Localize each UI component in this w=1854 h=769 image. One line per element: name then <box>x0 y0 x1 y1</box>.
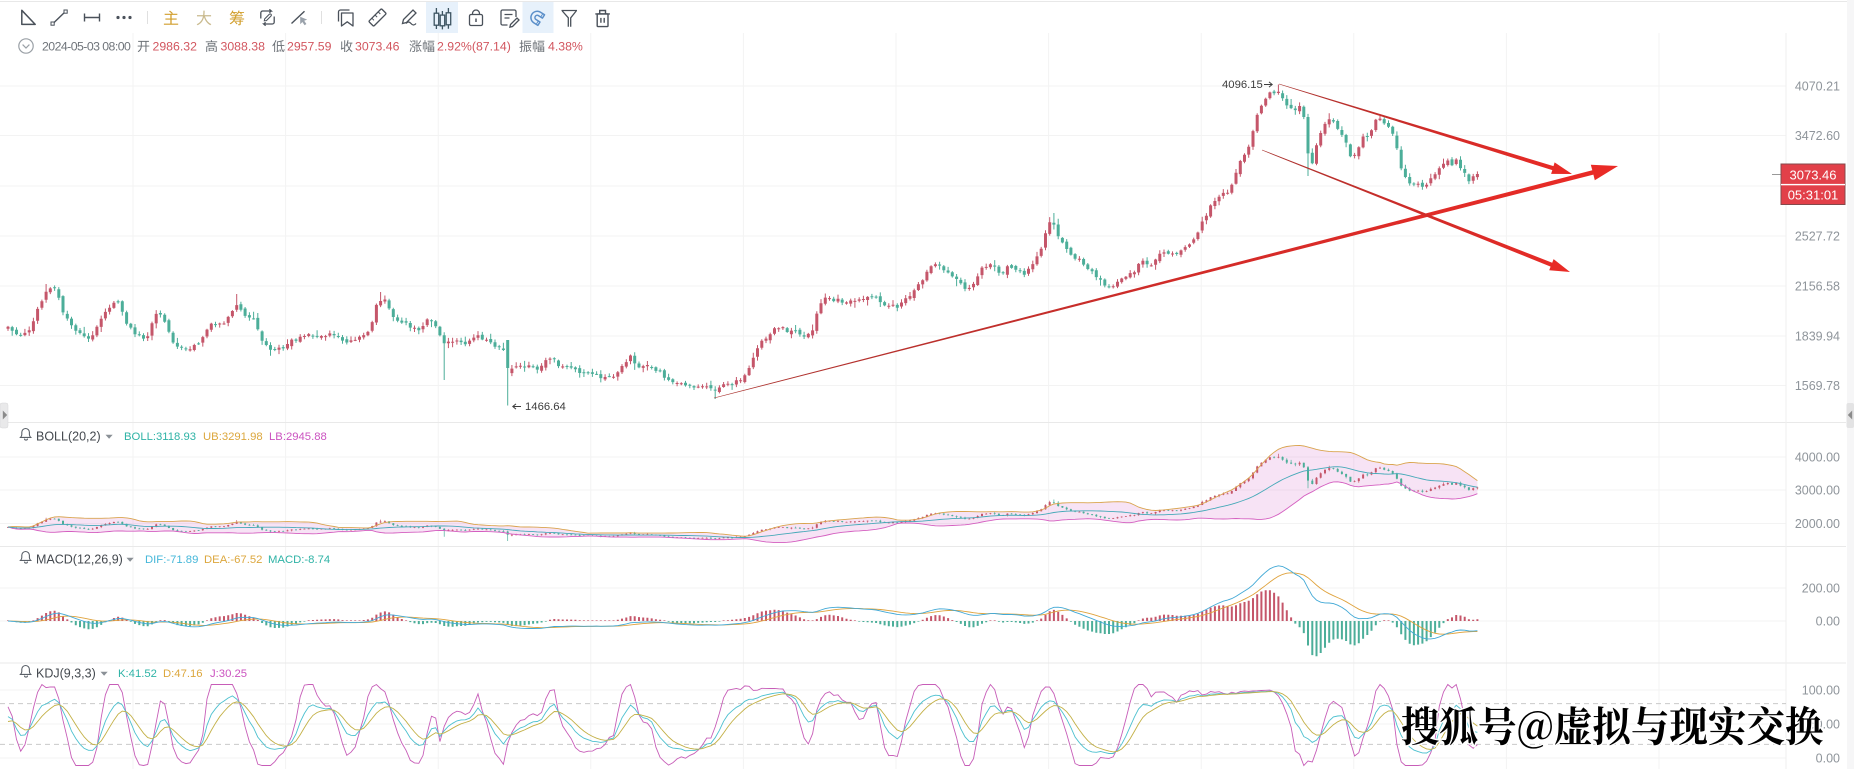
svg-text:200.00: 200.00 <box>1802 582 1840 596</box>
svg-text:K:41.52: K:41.52 <box>118 668 157 680</box>
svg-text:3073.46: 3073.46 <box>1790 168 1837 183</box>
svg-text:DEA:-67.52: DEA:-67.52 <box>204 554 262 566</box>
svg-text:1839.94: 1839.94 <box>1795 330 1840 344</box>
svg-text:1569.78: 1569.78 <box>1795 379 1840 393</box>
svg-text:0.00: 0.00 <box>1816 615 1840 629</box>
svg-text:3088.38: 3088.38 <box>221 40 266 54</box>
svg-text:D:47.16: D:47.16 <box>163 668 203 680</box>
svg-text:J:30.25: J:30.25 <box>210 668 247 680</box>
svg-text:DIF:-71.89: DIF:-71.89 <box>145 554 198 566</box>
svg-text:MACD(12,26,9): MACD(12,26,9) <box>36 553 123 567</box>
svg-text:4070.21: 4070.21 <box>1795 80 1840 94</box>
svg-text:05:31:01: 05:31:01 <box>1788 188 1839 203</box>
svg-text:3472.60: 3472.60 <box>1795 129 1840 143</box>
svg-text:3000.00: 3000.00 <box>1795 484 1840 498</box>
svg-text:2000.00: 2000.00 <box>1795 517 1840 531</box>
svg-text:2986.32: 2986.32 <box>153 40 198 54</box>
svg-text:4000.00: 4000.00 <box>1795 451 1840 465</box>
svg-text:2.92%(87.14): 2.92%(87.14) <box>437 40 511 54</box>
svg-text:2957.59: 2957.59 <box>287 40 332 54</box>
svg-text:100.00: 100.00 <box>1802 684 1840 698</box>
svg-text:BOLL(20,2): BOLL(20,2) <box>36 430 101 444</box>
svg-text:1466.64: 1466.64 <box>525 401 566 413</box>
svg-text:4096.15: 4096.15 <box>1222 79 1263 91</box>
svg-text:4.38%: 4.38% <box>548 40 583 54</box>
svg-text:BOLL:3118.93: BOLL:3118.93 <box>124 431 196 443</box>
svg-text:UB:3291.98: UB:3291.98 <box>203 431 263 443</box>
svg-text:MACD:-8.74: MACD:-8.74 <box>268 554 330 566</box>
svg-text:3073.46: 3073.46 <box>355 40 400 54</box>
svg-text:2527.72: 2527.72 <box>1795 230 1840 244</box>
svg-text:LB:2945.88: LB:2945.88 <box>269 431 327 443</box>
svg-text:KDJ(9,3,3): KDJ(9,3,3) <box>36 667 96 681</box>
svg-text:2156.58: 2156.58 <box>1795 280 1840 294</box>
svg-text:2024-05-03 08:00: 2024-05-03 08:00 <box>42 40 131 54</box>
svg-text:0.00: 0.00 <box>1816 752 1840 766</box>
